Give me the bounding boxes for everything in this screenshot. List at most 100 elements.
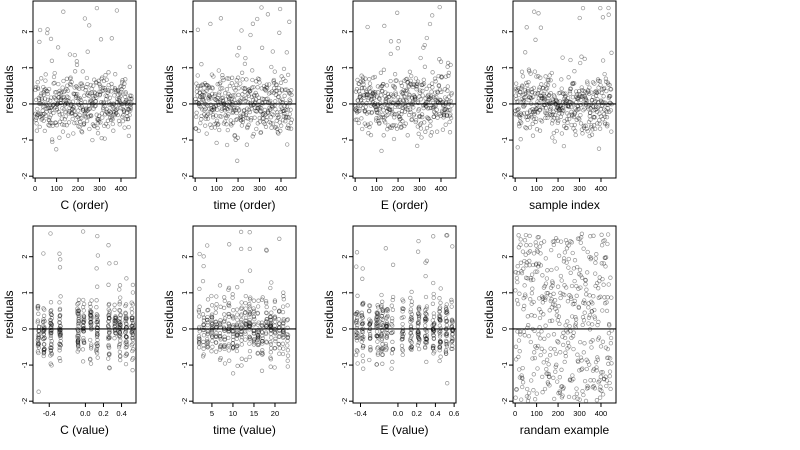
scatter-point [260, 116, 265, 121]
scatter-point [94, 305, 99, 310]
scatter-point [58, 333, 63, 338]
scatter-point [546, 381, 551, 387]
scatter-point [368, 320, 373, 325]
scatter-point [442, 87, 447, 92]
scatter-point [41, 337, 46, 342]
scatter-point [256, 342, 261, 348]
scatter-point [551, 291, 556, 296]
scatter-point [80, 86, 85, 91]
scatter-point [524, 25, 529, 30]
scatter-point [412, 82, 417, 88]
scatter-point [431, 295, 436, 300]
scatter-point [48, 231, 53, 236]
scatter-point [579, 358, 584, 363]
scatter-point [578, 112, 583, 118]
scatter-point [281, 346, 286, 351]
scatter-point [603, 255, 609, 260]
scatter-point [424, 304, 430, 309]
scatter-point [360, 315, 365, 320]
scatter-point [70, 104, 76, 110]
scatter-point [130, 322, 136, 327]
y-tick-label: 1 [340, 66, 349, 70]
scatter-point [222, 298, 227, 304]
scatter-point [76, 324, 81, 329]
scatter-point [36, 303, 41, 309]
scatter-point [281, 320, 286, 326]
scatter-point [230, 346, 235, 351]
scatter-point [196, 97, 202, 102]
scatter-point [561, 342, 566, 348]
scatter-point [130, 320, 136, 325]
scatter-point [249, 94, 254, 100]
scatter-point [554, 107, 559, 113]
scatter-point [379, 313, 385, 319]
scatter-point [532, 350, 537, 355]
scatter-point [570, 314, 575, 319]
scatter-point [603, 100, 608, 105]
scatter-point [226, 285, 232, 291]
scatter-point [212, 106, 217, 112]
scatter-point [579, 127, 585, 132]
scatter-point [416, 336, 421, 341]
scatter-point [76, 337, 81, 342]
scatter-point [201, 89, 206, 94]
scatter-point [213, 97, 218, 102]
scatter-point [239, 342, 244, 347]
scatter-point [569, 335, 574, 341]
scatter-point [590, 80, 596, 85]
scatter-point [562, 283, 567, 288]
scatter-point [407, 112, 412, 118]
scatter-point [606, 331, 612, 336]
scatter-point [592, 386, 597, 391]
scatter-point [247, 311, 253, 317]
x-tick-label: 0.6 [449, 409, 459, 418]
scatter-point [597, 121, 602, 126]
scatter-point [589, 309, 595, 314]
scatter-point [602, 255, 607, 260]
scatter-point [247, 101, 253, 106]
scatter-point [608, 108, 614, 113]
scatter-point [533, 269, 538, 274]
scatter-point [380, 346, 385, 351]
scatter-point [262, 86, 267, 92]
scatter-point [210, 91, 215, 96]
scatter-point [242, 310, 248, 315]
scatter-point [269, 89, 275, 94]
scatter-point [576, 89, 582, 94]
scatter-point [355, 77, 360, 83]
scatter-point [112, 112, 117, 118]
scatter-point [437, 296, 442, 301]
scatter-point [564, 285, 569, 290]
scatter-point [359, 85, 365, 91]
scatter-point [443, 316, 449, 321]
scatter-point [119, 89, 124, 95]
scatter-point [367, 357, 372, 363]
scatter-point [434, 99, 440, 104]
scatter-point [353, 117, 358, 122]
scatter-point [76, 347, 81, 352]
scatter-point [106, 351, 112, 357]
scatter-point [364, 101, 369, 106]
scatter-point [552, 83, 557, 88]
scatter-point [523, 292, 528, 297]
scatter-point [239, 118, 244, 123]
scatter-point [280, 108, 285, 114]
scatter-point [102, 86, 108, 91]
scatter-point [438, 354, 443, 359]
scatter-point [384, 109, 390, 114]
scatter-point [130, 356, 136, 361]
scatter-point [379, 346, 384, 352]
scatter-point [201, 98, 207, 103]
scatter-point [571, 346, 576, 352]
scatter-point [582, 89, 588, 94]
scatter-point [438, 340, 443, 345]
scatter-point [247, 323, 252, 328]
scatter-point [226, 91, 231, 97]
scatter-point [243, 300, 248, 306]
scatter-point [209, 332, 215, 338]
scatter-point [264, 114, 270, 120]
scatter-point [375, 352, 381, 357]
scatter-point [374, 314, 379, 320]
scatter-point [107, 312, 112, 318]
scatter-point [48, 324, 54, 329]
